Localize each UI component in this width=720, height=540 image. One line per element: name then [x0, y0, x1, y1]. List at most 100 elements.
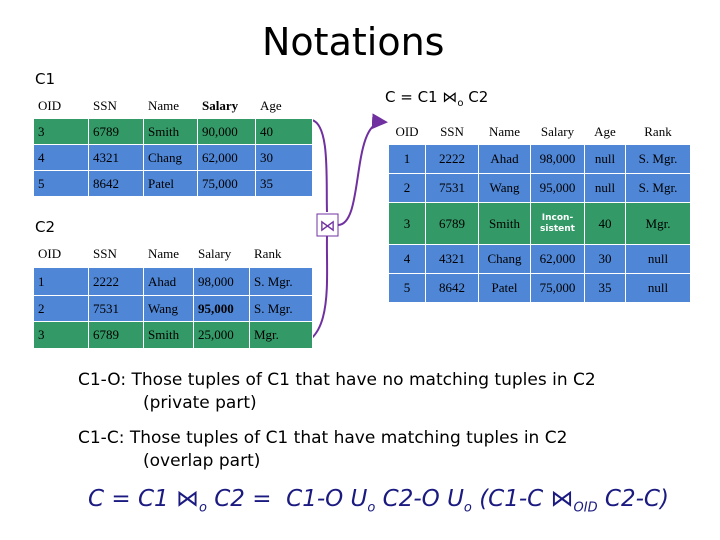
cell: 4: [33, 144, 89, 171]
cell: Mgr.: [249, 321, 313, 349]
cell: 2222: [88, 267, 144, 296]
title: Notations: [262, 20, 445, 64]
cell: 2222: [425, 144, 479, 174]
cell: 2: [33, 295, 89, 322]
cell: S. Mgr.: [249, 295, 313, 322]
row: 5 8642 Patel 75,000 35: [33, 170, 313, 197]
cell: Wang: [143, 295, 194, 322]
arrow: [337, 113, 388, 226]
cell: 8642: [425, 273, 479, 303]
row: 2 7531 Wang 95,000 S. Mgr.: [33, 295, 313, 322]
definition: C1-C: Those tuples of C1 that have match…: [78, 428, 568, 448]
row: 3 6789 Smith Incon-sistent 40 Mgr.: [388, 202, 691, 245]
cell: 3: [388, 202, 426, 245]
header-cell: Salary: [193, 240, 250, 268]
cell: 98,000: [193, 267, 250, 296]
row: 1 2222 Ahad 98,000 null S. Mgr.: [388, 144, 691, 174]
cell: 75,000: [530, 273, 585, 303]
cell: Chang: [143, 144, 198, 171]
cell: Patel: [478, 273, 531, 303]
header-cell: SSN: [88, 92, 144, 119]
cell: null: [584, 144, 626, 174]
table-label: C1: [35, 70, 56, 88]
subscript: o: [457, 98, 464, 109]
cell: 75,000: [197, 170, 256, 197]
subscript: o: [367, 500, 376, 516]
cell: 95,000: [193, 295, 250, 322]
row: 4 4321 Chang 62,000 30: [33, 144, 313, 171]
cell: 35: [255, 170, 313, 197]
subscript: o: [463, 500, 472, 516]
cell: 4321: [88, 144, 144, 171]
header-cell: Age: [255, 92, 313, 119]
cell: 30: [584, 244, 626, 274]
cell: 8642: [88, 170, 144, 197]
cell: 25,000: [193, 321, 250, 349]
table: OID SSN Name Salary Age 3 6789 Smith 90,000 40 4 43…: [33, 92, 313, 197]
cell: 40: [584, 202, 626, 245]
cell: 40: [255, 118, 313, 145]
cell: 4321: [425, 244, 479, 274]
header-cell: Age: [584, 118, 626, 145]
cell: 1: [33, 267, 89, 296]
table: OID SSN Name Salary Rank 1 2222 Ahad 98,000 S. Mg…: [33, 240, 313, 349]
formula: C = C1 ⋈o C2 = C1-O Uo C2-O Uo (C1-C ⋈OI…: [88, 486, 669, 516]
header-row: OID SSN Name Salary Rank: [33, 240, 313, 268]
cell: Chang: [478, 244, 531, 274]
cell: Mgr.: [625, 202, 691, 245]
join-box: [316, 213, 339, 237]
header-row: OID SSN Name Salary Age: [33, 92, 313, 119]
cell: 6789: [88, 118, 144, 145]
result-label: C = C1 ⋈o C2: [385, 88, 488, 109]
header-cell: Name: [143, 92, 198, 119]
header-cell: Rank: [249, 240, 313, 268]
definition-note: (overlap part): [143, 451, 261, 471]
cell: null: [584, 173, 626, 203]
header-cell: SSN: [425, 118, 479, 145]
cell: 30: [255, 144, 313, 171]
header-row: OID SSN Name Salary Age Rank: [388, 118, 691, 145]
cell: Wang: [478, 173, 531, 203]
cell: 7531: [88, 295, 144, 322]
cell: 5: [33, 170, 89, 197]
header-cell: Name: [478, 118, 531, 145]
join-symbol: ⋈: [320, 216, 336, 235]
text-segment: C = C1 ⋈: [385, 88, 458, 106]
cell: 4: [388, 244, 426, 274]
cell: null: [625, 244, 691, 274]
cell: Patel: [143, 170, 198, 197]
subscript: OID: [573, 500, 598, 516]
header-cell: Salary: [197, 92, 256, 119]
cell: 7531: [425, 173, 479, 203]
row: 2 7531 Wang 95,000 null S. Mgr.: [388, 173, 691, 203]
row: 3 6789 Smith 90,000 40: [33, 118, 313, 145]
header-cell: OID: [388, 118, 426, 145]
subscript: o: [198, 500, 207, 516]
row: 4 4321 Chang 62,000 30 null: [388, 244, 691, 274]
cell: Smith: [478, 202, 531, 245]
cell: Incon-sistent: [530, 202, 585, 245]
row: 1 2222 Ahad 98,000 S. Mgr.: [33, 267, 313, 296]
text-segment: (C1-C ⋈: [471, 486, 574, 512]
header-cell: OID: [33, 92, 89, 119]
table-label: C2: [35, 218, 56, 236]
cell: S. Mgr.: [625, 144, 691, 174]
cell: Ahad: [478, 144, 531, 174]
cell: 95,000: [530, 173, 585, 203]
table: OID SSN Name Salary Age Rank 1 2222 Ahad 98,000 nu…: [388, 118, 691, 303]
row: 5 8642 Patel 75,000 35 null: [388, 273, 691, 303]
cell: 6789: [425, 202, 479, 245]
header-cell: Rank: [625, 118, 691, 145]
row: 3 6789 Smith 25,000 Mgr.: [33, 321, 313, 349]
cell: S. Mgr.: [249, 267, 313, 296]
text-segment: C = C1 ⋈: [88, 486, 199, 512]
cell: null: [625, 273, 691, 303]
cell: 62,000: [530, 244, 585, 274]
cell: 62,000: [197, 144, 256, 171]
cell: S. Mgr.: [625, 173, 691, 203]
cell: 3: [33, 321, 89, 349]
header-cell: Name: [143, 240, 194, 268]
text-segment: C2-C): [597, 486, 669, 512]
cell: Smith: [143, 118, 198, 145]
cell: Ahad: [143, 267, 194, 296]
